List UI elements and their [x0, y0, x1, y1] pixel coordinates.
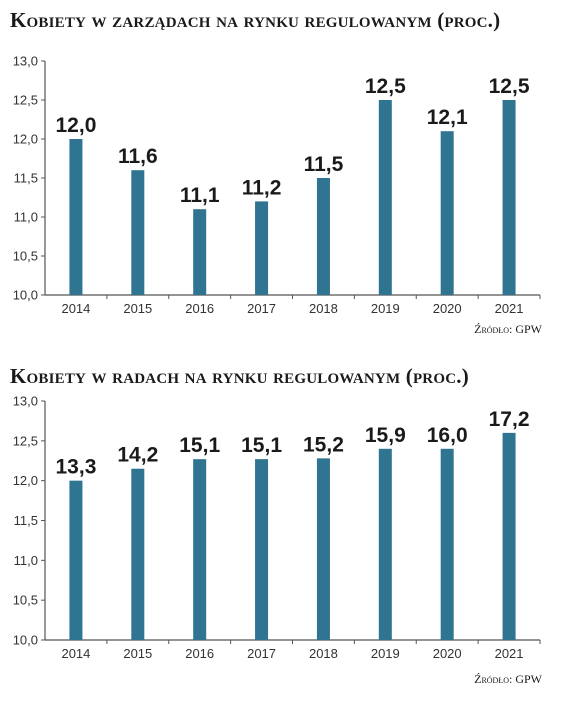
bar: [193, 459, 207, 640]
bar: [255, 459, 269, 640]
x-tick-label: 2020: [433, 301, 462, 316]
bar: [440, 131, 454, 295]
y-tick-label: 11,0: [14, 210, 38, 225]
data-label: 12,1: [427, 106, 468, 129]
x-tick-label: 2016: [185, 646, 214, 661]
bar: [502, 432, 516, 640]
bar-chart-rady: 10,0 10,5 11,0 11,5 12,0 12,5 13,0 2014 13,3 2015…: [13, 394, 541, 661]
bar: [502, 100, 516, 295]
bar: [440, 448, 454, 640]
data-label: 12,5: [489, 75, 530, 98]
x-tick-label: 2021: [495, 646, 524, 661]
bar: [69, 480, 83, 640]
data-label: 15,1: [241, 434, 282, 457]
x-tick-label: 2020: [433, 646, 462, 661]
y-tick-label: 13,0: [13, 394, 38, 409]
data-label: 11,5: [304, 153, 344, 176]
data-label: 15,1: [179, 434, 220, 457]
data-label: 13,3: [56, 456, 97, 479]
x-tick-label: 2019: [371, 646, 400, 661]
data-label: 15,9: [365, 424, 406, 447]
bar-chart-zarzady: 10,0 10,5 11,0 11,5 12,0 12,5 13,0 2014 12,0 2015…: [13, 54, 541, 316]
data-label: 11,1: [180, 184, 220, 207]
x-tick-label: 2014: [61, 301, 90, 316]
y-tick-label: 10,0: [13, 633, 38, 648]
y-tick-label: 10,0: [13, 288, 38, 303]
y-tick-label: 13,0: [13, 54, 38, 69]
x-tick-label: 2019: [371, 301, 400, 316]
bar: [316, 178, 330, 295]
bar: [69, 139, 83, 295]
data-label: 12,5: [365, 75, 406, 98]
chart-title: Kobiety w zarządach na rynku regulowanym…: [10, 8, 501, 32]
data-label: 12,0: [56, 114, 97, 137]
y-tick-label: 12,5: [13, 433, 38, 448]
x-tick-label: 2018: [309, 646, 338, 661]
data-label: 15,2: [303, 433, 344, 456]
y-tick-label: 11,0: [14, 553, 38, 568]
bar: [316, 458, 330, 640]
chart-title: Kobiety w radach na rynku regulowanym (p…: [10, 364, 469, 388]
data-label: 14,2: [117, 444, 158, 467]
x-tick-label: 2015: [123, 646, 152, 661]
bar: [255, 201, 269, 295]
source-note: Źródło: GPW: [474, 672, 542, 686]
x-tick-label: 2016: [185, 301, 214, 316]
y-tick-label: 12,5: [13, 93, 38, 108]
bar: [131, 170, 145, 295]
y-tick-label: 11,5: [14, 513, 38, 528]
y-tick-label: 11,5: [14, 171, 38, 186]
y-tick-label: 10,5: [13, 593, 38, 608]
x-tick-label: 2014: [61, 646, 90, 661]
data-label: 17,2: [489, 408, 530, 431]
bar: [193, 209, 207, 295]
chart-rady: Kobiety w radach na rynku regulowanym (p…: [0, 364, 564, 702]
data-label: 11,6: [118, 145, 158, 168]
data-label: 16,0: [427, 424, 468, 447]
chart-zarzady: Kobiety w zarządach na rynku regulowanym…: [0, 8, 564, 348]
y-tick-label: 12,0: [13, 473, 38, 488]
x-tick-label: 2021: [495, 301, 524, 316]
y-tick-label: 12,0: [13, 132, 38, 147]
bar: [378, 100, 392, 295]
source-note: Źródło: GPW: [474, 322, 542, 336]
bar: [131, 468, 145, 640]
x-tick-label: 2017: [247, 646, 276, 661]
x-tick-label: 2017: [247, 301, 276, 316]
y-tick-label: 10,5: [13, 249, 38, 264]
data-label: 11,2: [242, 176, 282, 199]
bar: [378, 448, 392, 640]
x-tick-label: 2018: [309, 301, 338, 316]
x-tick-label: 2015: [123, 301, 152, 316]
